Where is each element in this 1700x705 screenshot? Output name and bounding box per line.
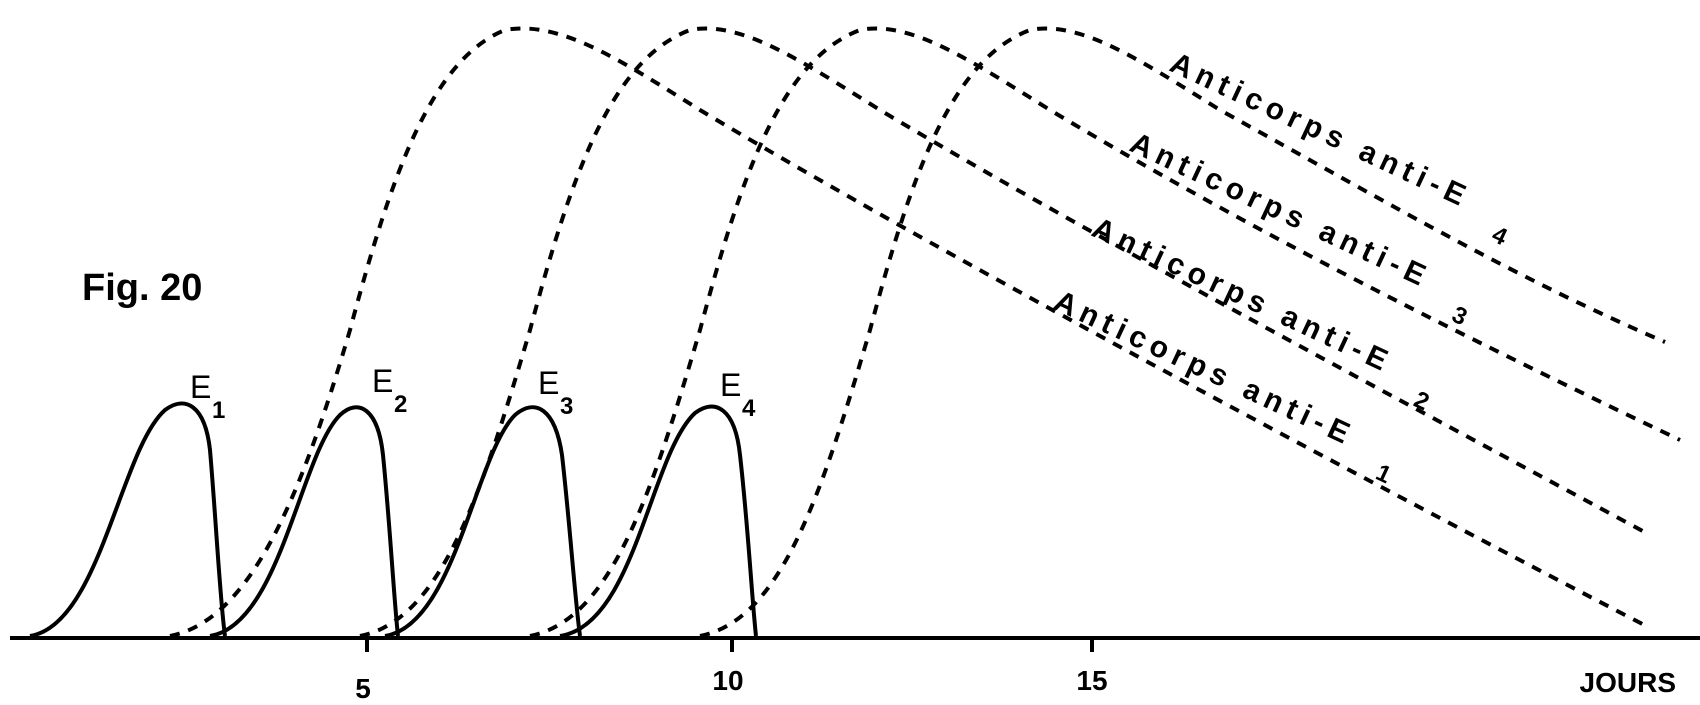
x-tick-label-10: 10 <box>712 665 743 696</box>
antigen-curve-e2 <box>209 405 400 638</box>
svg-text:E: E <box>538 365 559 401</box>
antigen-label-e2: E 2 <box>372 363 407 418</box>
antigen-curve-e3 <box>384 405 582 638</box>
svg-text:E: E <box>372 363 393 399</box>
svg-text:E: E <box>720 367 741 403</box>
antibody-curve-anti-e4 <box>699 26 1666 638</box>
svg-text:4: 4 <box>1488 221 1512 251</box>
svg-text:2: 2 <box>394 391 407 418</box>
antigen-label-e4: E 4 <box>720 367 756 422</box>
antigen-label-e1: E 1 <box>190 369 225 424</box>
svg-text:1: 1 <box>1372 459 1396 489</box>
svg-text:3: 3 <box>1448 301 1472 331</box>
svg-text:1: 1 <box>212 397 225 424</box>
antigen-curve-e1 <box>29 401 227 638</box>
x-tick-label-15: 15 <box>1076 665 1107 696</box>
antibody-label-anti-e1: Anticorps anti-E 1 <box>1049 284 1396 489</box>
figure-label: Fig. 20 <box>82 267 202 309</box>
x-tick-label-5: 5 <box>355 673 371 704</box>
svg-text:2: 2 <box>1410 386 1434 416</box>
svg-text:3: 3 <box>560 393 573 420</box>
svg-text:E: E <box>190 369 211 405</box>
x-axis-title: JOURS <box>1580 667 1676 698</box>
svg-text:4: 4 <box>742 395 756 422</box>
antibody-curve-anti-e3 <box>529 26 1681 638</box>
antibody-curve-anti-e1 <box>169 26 1651 638</box>
antigen-curve-e4 <box>559 404 758 638</box>
antigen-label-e3: E 3 <box>538 365 573 420</box>
antibody-label-anti-e3: Anticorps anti-E 3 <box>1125 126 1472 331</box>
antibody-curve-anti-e2 <box>359 26 1651 638</box>
